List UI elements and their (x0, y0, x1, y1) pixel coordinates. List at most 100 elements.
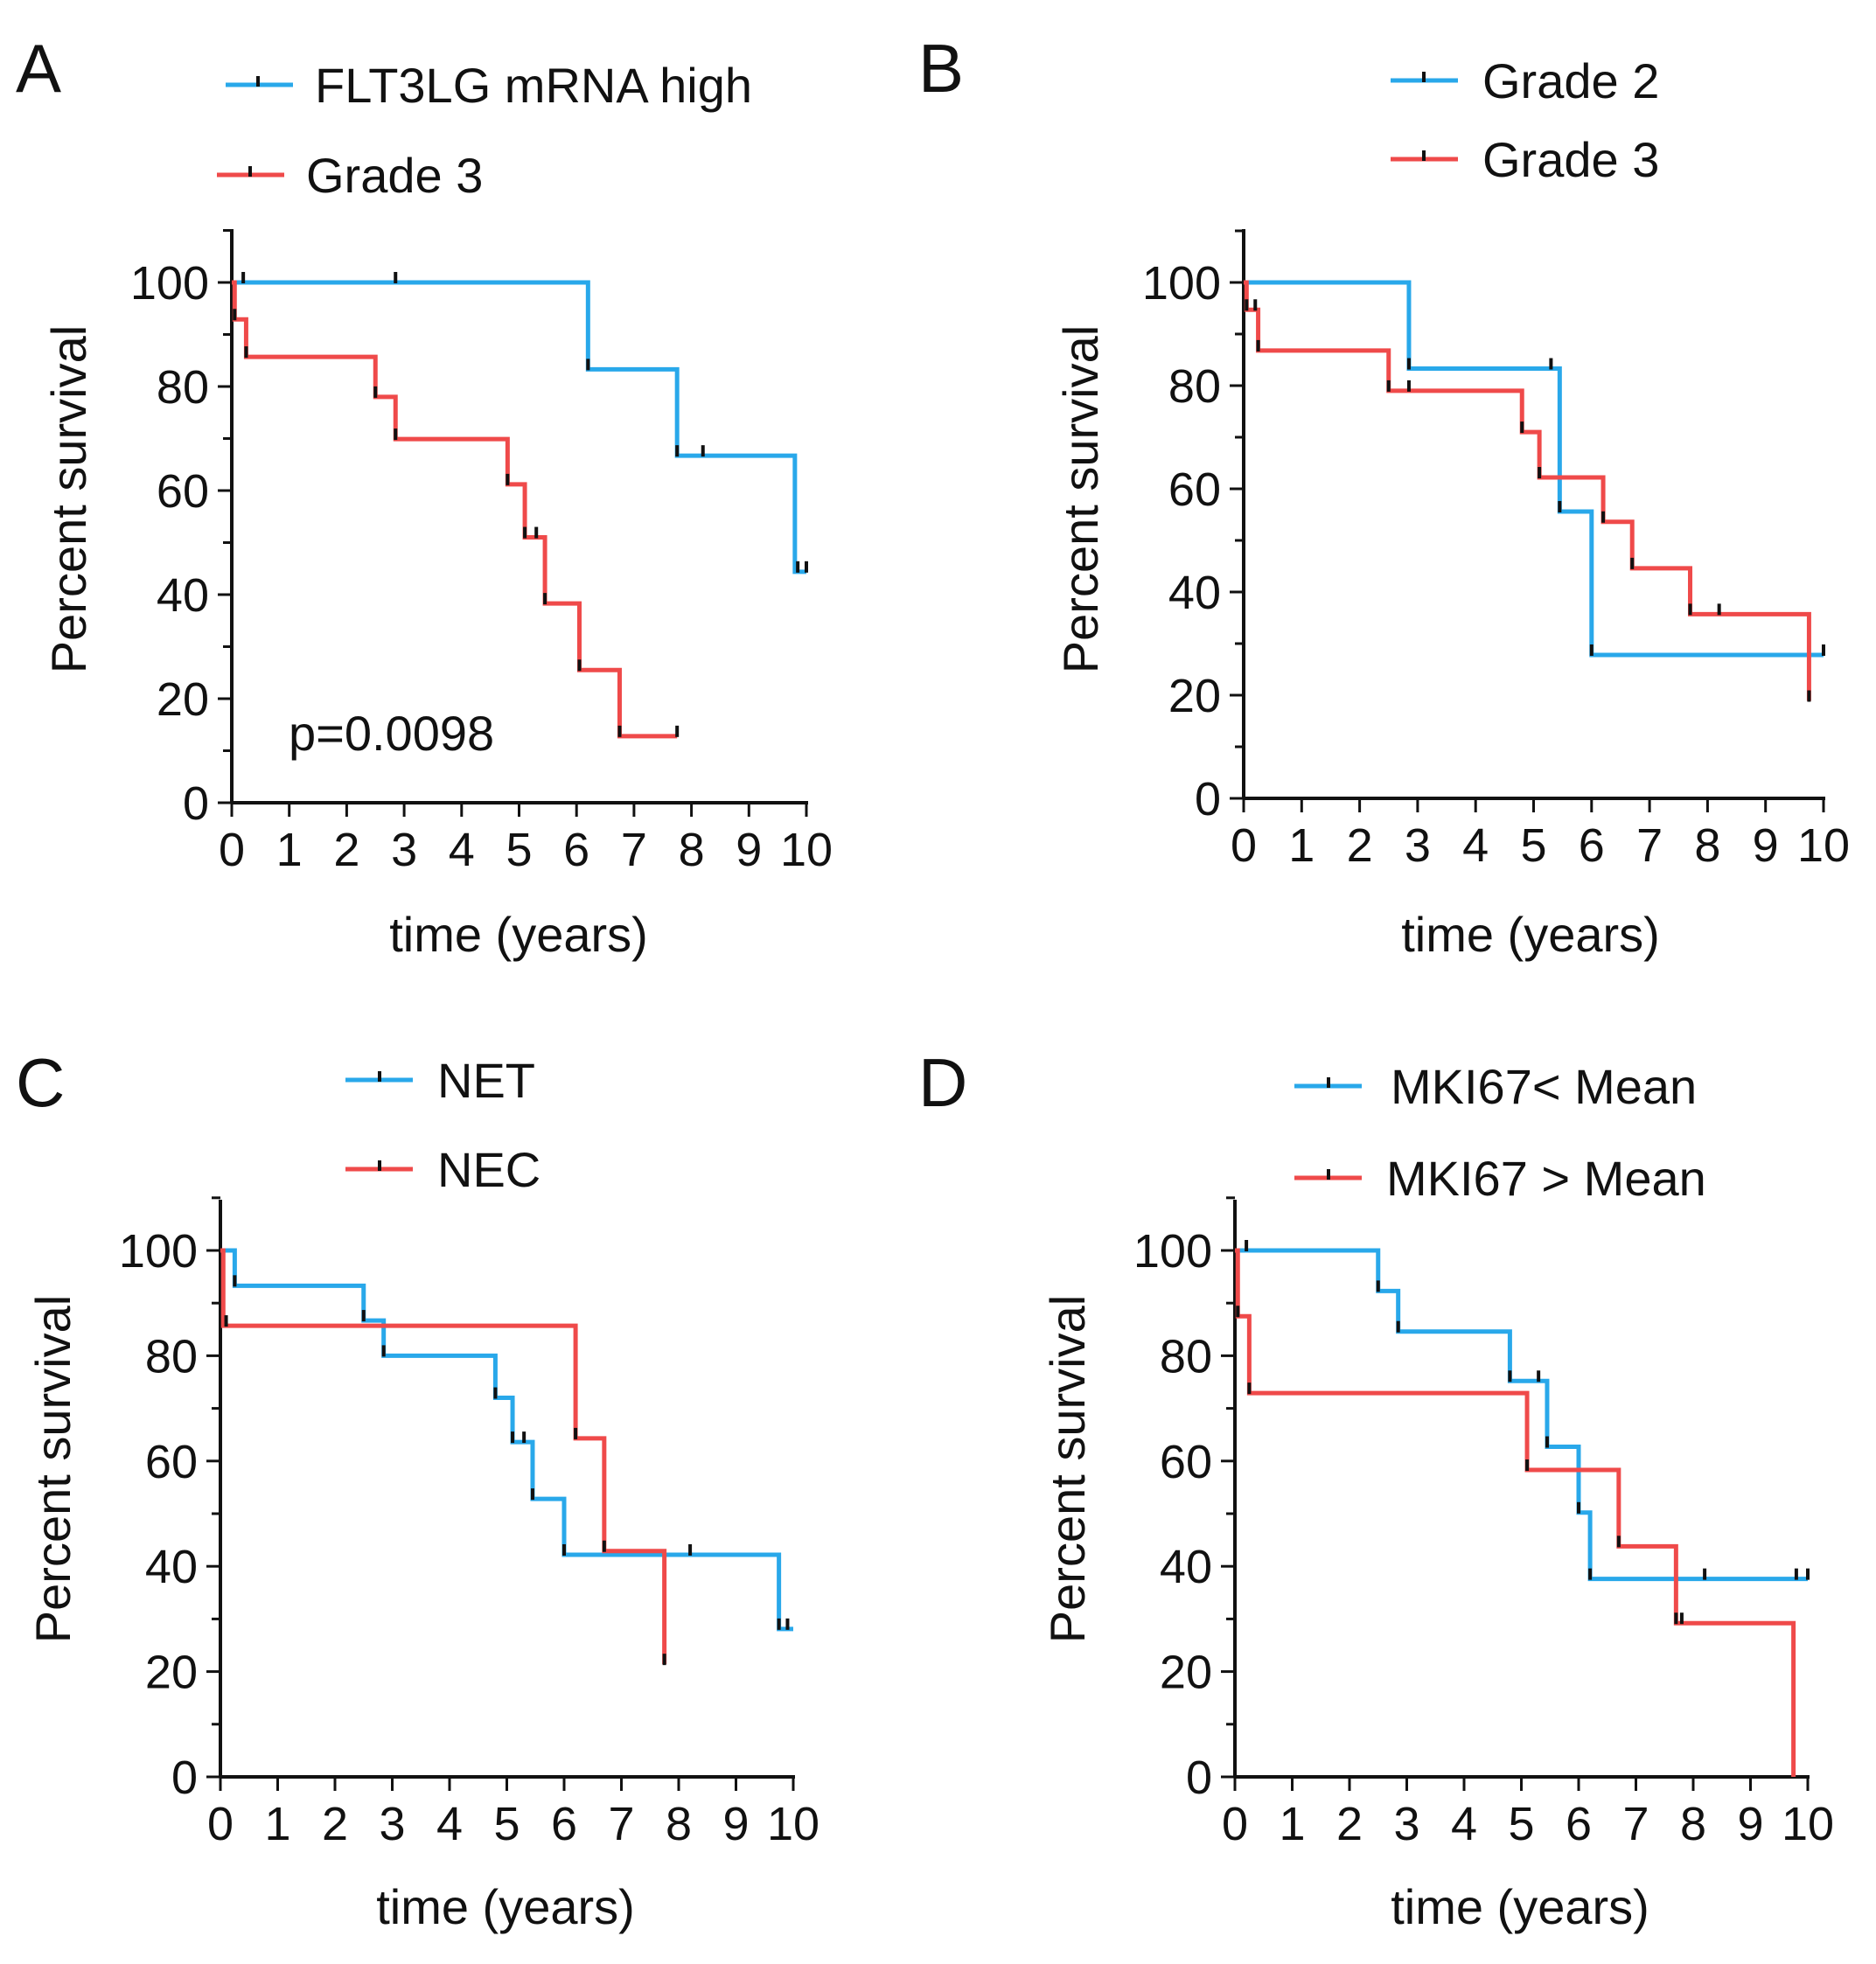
panel-b-xtick-label-7: 7 (1636, 819, 1663, 872)
panel-b-series-0-curve (1244, 280, 1824, 658)
panel-d-xtick-label-10: 10 (1782, 1798, 1834, 1850)
panel-a-xtick-label-8: 8 (679, 824, 705, 876)
legend-c: NET NEC (345, 1053, 540, 1197)
panel-c-xtick-label-0: 0 (207, 1798, 234, 1850)
legend-label-d0: MKI67< Mean (1391, 1059, 1697, 1114)
panel-c-xtick-label-9: 9 (722, 1798, 749, 1850)
legend-b: Grade 2 Grade 3 (1391, 53, 1659, 187)
panel-d-xtick-label-3: 3 (1393, 1798, 1419, 1850)
panel-d-ytick-label-40: 40 (1160, 1541, 1212, 1593)
legend-label-d1: MKI67 > Mean (1386, 1151, 1706, 1206)
panel-a-ytick-label-80: 80 (157, 361, 209, 414)
panel-d-xtick-label-2: 2 (1336, 1798, 1363, 1850)
panel-b-xtick-label-10: 10 (1797, 819, 1850, 872)
panel-d-xtick-label-4: 4 (1451, 1798, 1477, 1850)
panel-c-xtick-label-3: 3 (379, 1798, 405, 1850)
panel-c-xtick-label-6: 6 (551, 1798, 577, 1850)
panel-c-xtick-label-1: 1 (264, 1798, 290, 1850)
panel-letter-b: B (918, 30, 964, 107)
panel-d-xtick-label-1: 1 (1279, 1798, 1305, 1850)
panel-d-series-0-curve (1235, 1248, 1808, 1582)
panel-a-xtick-label-0: 0 (219, 824, 245, 876)
legend-label-c1: NEC (437, 1142, 540, 1197)
panel-c-ytick-label-0: 0 (171, 1752, 198, 1804)
panel-b-series-1-curve (1244, 280, 1811, 701)
xlabel-d: time (years) (1391, 1879, 1649, 1934)
panel-c-ytick-label-80: 80 (145, 1330, 198, 1382)
panel-b-xtick-label-3: 3 (1405, 819, 1431, 872)
xlabel-a: time (years) (389, 907, 648, 962)
panel-b-xtick-label-8: 8 (1694, 819, 1720, 872)
panel-d-ytick-label-60: 60 (1160, 1436, 1212, 1488)
panel-a-xtick-label-10: 10 (780, 824, 833, 876)
panel-c-xtick-label-10: 10 (767, 1798, 819, 1850)
panel-a-xtick-label-4: 4 (449, 824, 475, 876)
panel-d-xtick-label-7: 7 (1622, 1798, 1649, 1850)
panel-b-xtick-label-9: 9 (1753, 819, 1779, 872)
panel-b-xtick-label-5: 5 (1520, 819, 1546, 872)
panel-b-xtick-label-1: 1 (1288, 819, 1315, 872)
panel-c-series-1-curve (220, 1248, 667, 1665)
panel-a-ytick-label-40: 40 (157, 569, 209, 622)
panel-c-xtick-label-2: 2 (322, 1798, 348, 1850)
xlabel-b: time (years) (1401, 907, 1660, 962)
panel-d-xtick-label-5: 5 (1508, 1798, 1534, 1850)
panel-d-series-1-curve (1235, 1248, 1796, 1777)
panel-b-ytick-label-40: 40 (1168, 567, 1221, 619)
p-value-annotation: p=0.0098 (289, 706, 494, 761)
panel-a-xtick-label-1: 1 (276, 824, 303, 876)
panel-a-ytick-label-60: 60 (157, 465, 209, 518)
legend-d: MKI67< Mean MKI67 > Mean (1294, 1059, 1706, 1206)
panel-a-xtick-label-6: 6 (563, 824, 589, 876)
panel-a-ytick-label-0: 0 (183, 777, 209, 830)
panel-letter-d: D (918, 1044, 967, 1121)
panel-d-xtick-label-0: 0 (1222, 1798, 1248, 1850)
panel-a: A FLT3LG mRNA high Grade 3 p=0.0098 0204… (16, 30, 833, 962)
panel-letter-c: C (16, 1044, 65, 1121)
panel-c-xtick-label-4: 4 (436, 1798, 463, 1850)
panel-d: D MKI67< Mean MKI67 > Mean 020406080100 … (918, 1044, 1834, 1934)
xlabel-c: time (years) (376, 1879, 635, 1934)
panel-b-ytick-label-20: 20 (1168, 670, 1221, 722)
legend-label-a0: FLT3LG mRNA high (315, 58, 752, 113)
panel-a-xtick-label-5: 5 (506, 824, 532, 876)
panel-c-ytick-label-20: 20 (145, 1647, 198, 1699)
panel-d-ytick-label-100: 100 (1133, 1225, 1212, 1278)
panel-b-xtick-label-2: 2 (1347, 819, 1373, 872)
panel-d-ytick-label-20: 20 (1160, 1647, 1212, 1699)
legend-label-b1: Grade 3 (1482, 132, 1659, 187)
panel-c-ytick-label-60: 60 (145, 1436, 198, 1488)
panel-c-xtick-label-7: 7 (608, 1798, 634, 1850)
panel-d-xtick-label-9: 9 (1737, 1798, 1763, 1850)
panel-a-xtick-label-9: 9 (736, 824, 762, 876)
panel-b-xtick-label-4: 4 (1462, 819, 1489, 872)
panel-c-ytick-label-40: 40 (145, 1541, 198, 1593)
panel-d-xtick-label-6: 6 (1566, 1798, 1592, 1850)
ylabel-b: Percent survival (1053, 325, 1108, 673)
panel-b-ytick-label-60: 60 (1168, 463, 1221, 516)
ylabel-d: Percent survival (1040, 1295, 1095, 1643)
panel-c-series-0-curve (220, 1248, 793, 1632)
panel-b-xtick-label-6: 6 (1579, 819, 1605, 872)
panel-a-series-1-curve (232, 280, 678, 739)
legend-a: FLT3LG mRNA high Grade 3 (217, 58, 752, 203)
panel-c-xtick-label-5: 5 (493, 1798, 520, 1850)
panel-b-ytick-label-80: 80 (1168, 360, 1221, 413)
panel-b-ytick-label-0: 0 (1195, 773, 1221, 825)
legend-label-c0: NET (437, 1053, 535, 1108)
legend-label-a1: Grade 3 (306, 148, 483, 203)
panel-b-ytick-label-100: 100 (1142, 257, 1221, 310)
panel-a-xtick-label-7: 7 (621, 824, 647, 876)
panel-d-xtick-label-8: 8 (1680, 1798, 1706, 1850)
ylabel-a: Percent survival (41, 325, 96, 673)
panel-c-ytick-label-100: 100 (119, 1225, 198, 1278)
panel-d-ytick-label-80: 80 (1160, 1330, 1212, 1382)
panel-a-xtick-label-2: 2 (333, 824, 359, 876)
